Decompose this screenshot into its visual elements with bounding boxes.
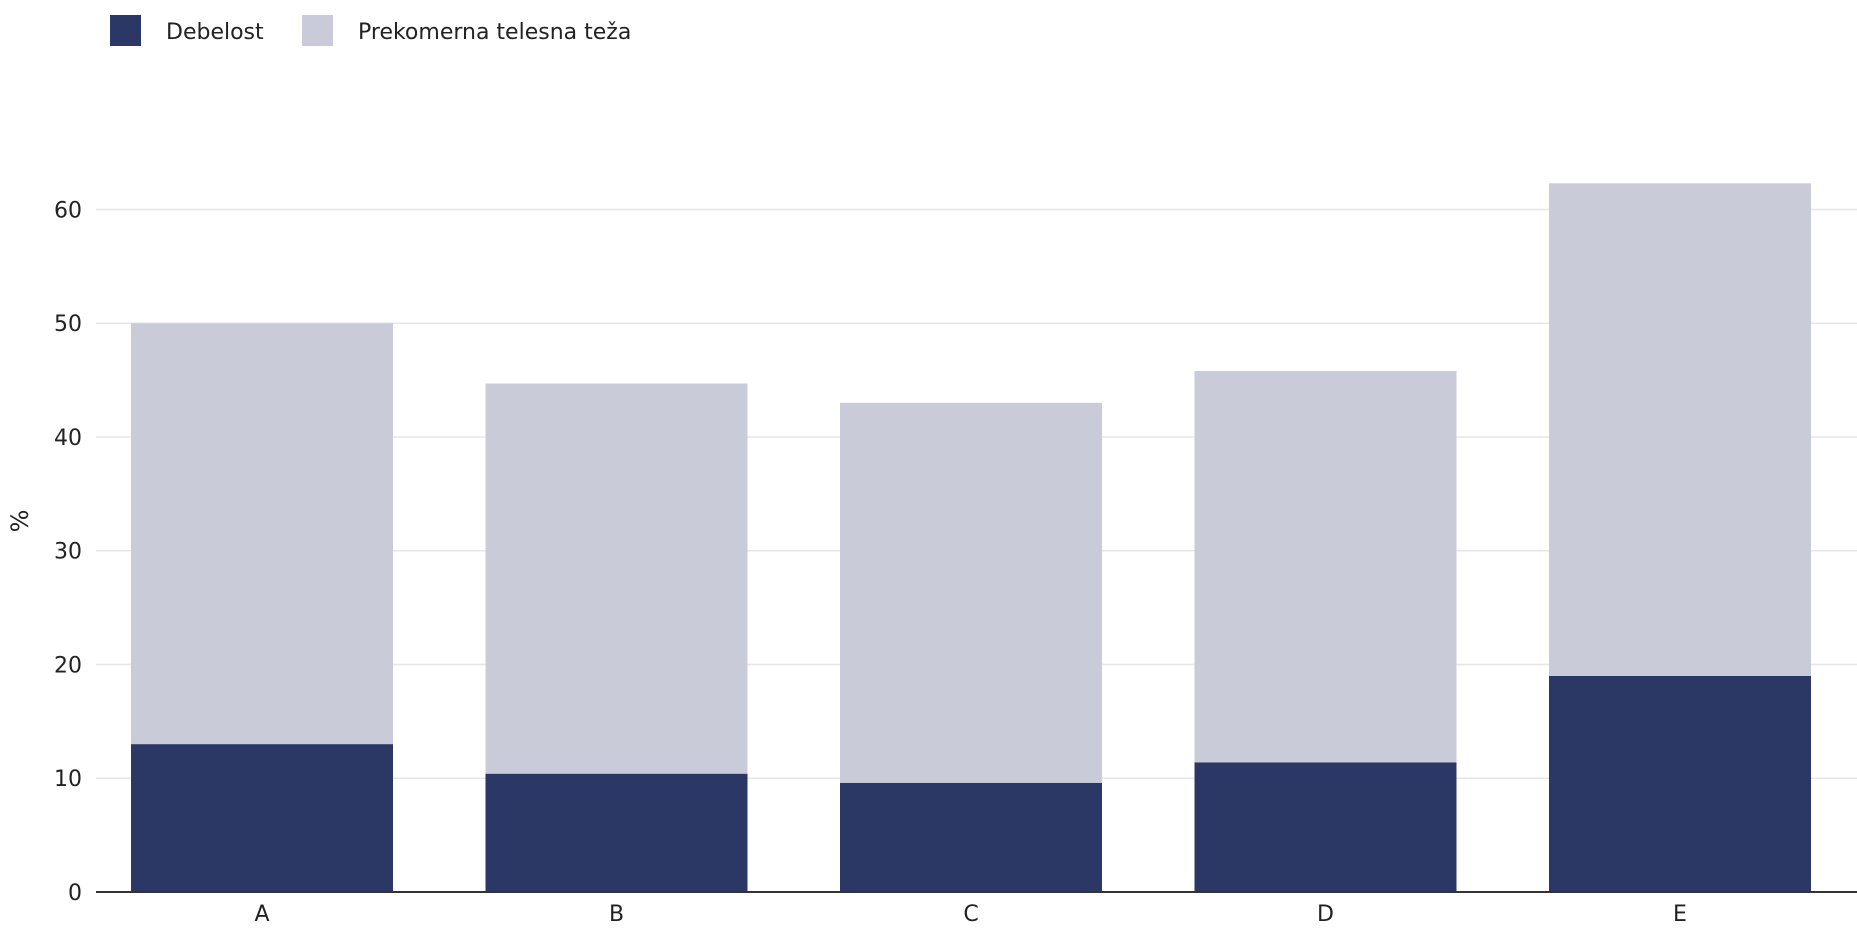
legend-swatch [302, 15, 333, 46]
x-tick-label: C [963, 902, 978, 927]
x-tick-label: A [254, 902, 269, 927]
legend: Debelost Prekomerna telesna teža [110, 15, 631, 46]
x-axis: A B C D E [96, 891, 1857, 927]
bar-d-prekomerna-telesna-teza [1194, 370, 1457, 763]
x-tick-label: B [609, 902, 624, 927]
bar-a-prekomerna-telesna-teza [131, 323, 393, 745]
bar-c-prekomerna-telesna-teza [840, 402, 1102, 783]
bar-c-debelost [840, 782, 1102, 892]
y-axis-title: % [6, 510, 34, 533]
y-tick-label: 40 [54, 426, 82, 451]
y-tick-label: 60 [54, 198, 82, 223]
bar-d-debelost [1194, 762, 1457, 892]
bar-a-debelost [131, 744, 393, 892]
legend-swatch [110, 15, 141, 46]
y-tick-label: 0 [68, 881, 82, 906]
bars [131, 183, 1811, 892]
y-tick-label: 10 [54, 767, 82, 792]
y-tick-label: 20 [54, 653, 82, 678]
bar-e-debelost [1549, 675, 1811, 892]
y-tick-label: 50 [54, 312, 82, 337]
legend-label: Debelost [166, 20, 264, 45]
bar-b-prekomerna-telesna-teza [485, 383, 748, 774]
y-tick-label: 30 [54, 540, 82, 565]
bar-b-debelost [485, 773, 748, 892]
y-axis: 0 10 20 30 40 50 60 [54, 198, 82, 906]
x-tick-label: D [1317, 902, 1334, 927]
x-tick-label: E [1673, 902, 1687, 927]
bar-e-prekomerna-telesna-teza [1549, 183, 1811, 676]
legend-label: Prekomerna telesna teža [358, 20, 631, 45]
